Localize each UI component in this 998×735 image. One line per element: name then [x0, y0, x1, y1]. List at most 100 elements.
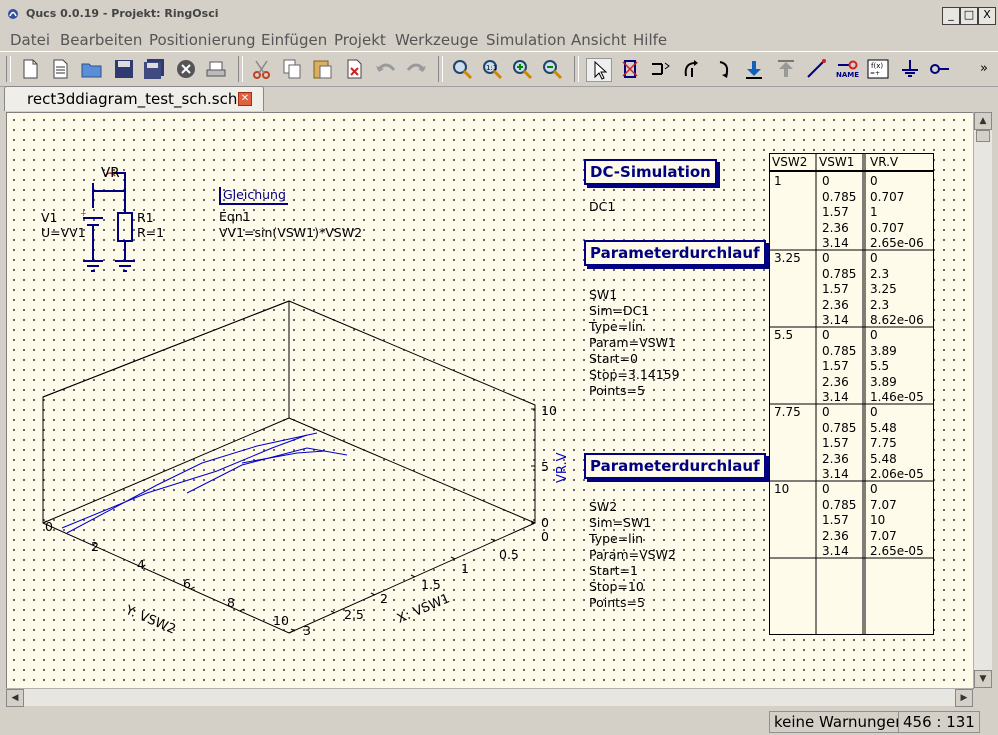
zoom-fit-icon[interactable]: [450, 58, 474, 80]
table-cell-vsw1: 2.36: [822, 220, 849, 235]
rotate-icon[interactable]: [680, 58, 704, 80]
tab-rect3ddiagram[interactable]: rect3ddiagram_test_sch.sch ✕: [4, 86, 264, 111]
sweep-sw2-properties[interactable]: SW2 Sim=SW1 Type=lin Param=VSW2 Start=1 …: [589, 499, 676, 611]
open-folder-icon[interactable]: [80, 58, 104, 80]
vertical-scrollbar[interactable]: ▲ ▼: [973, 112, 992, 688]
select-icon[interactable]: [586, 58, 612, 82]
menu-datei[interactable]: Datei: [10, 31, 51, 49]
table-cell-vsw1: 1.57: [822, 205, 849, 219]
minimize-button[interactable]: _: [942, 7, 960, 25]
scroll-left-icon[interactable]: ◀: [6, 689, 24, 707]
table-cell-vr: 2.65e-05: [870, 544, 924, 558]
equation-header[interactable]: Gleichung: [219, 187, 288, 205]
cut-icon[interactable]: [250, 58, 274, 80]
curve-vsw2-10: [61, 434, 308, 529]
scroll-up-icon[interactable]: ▲: [974, 112, 992, 130]
tab-bar: rect3ddiagram_test_sch.sch ✕: [0, 86, 998, 112]
y-tick-mark: [190, 586, 195, 590]
table-cell-vr: 3.25: [870, 282, 897, 296]
maximize-button[interactable]: □: [960, 7, 978, 25]
r1-name[interactable]: R1: [137, 210, 154, 225]
mirror-icon[interactable]: [648, 58, 672, 80]
scroll-right-icon[interactable]: ▶: [955, 689, 973, 707]
copy-icon[interactable]: [280, 58, 304, 80]
leave-subcircuit-icon[interactable]: [774, 58, 798, 80]
equation-name[interactable]: Eqn1: [219, 209, 251, 224]
close-tab-icon[interactable]: ✕: [238, 92, 252, 106]
x-tick-mark: [450, 556, 456, 560]
schematic-canvas[interactable]: + VR V1 U=VV1 R1 R=1 Gleichung Eqn1 VV1=…: [6, 112, 974, 689]
menu-bar: Datei Bearbeiten Positionierung Einfügen…: [0, 28, 998, 50]
dc-simulation-name[interactable]: DC1: [589, 199, 616, 214]
delete-icon[interactable]: [342, 58, 366, 80]
new-file-icon[interactable]: [18, 58, 42, 80]
menu-werkzeuge[interactable]: Werkzeuge: [395, 31, 479, 49]
table-header: VSW1: [819, 155, 855, 169]
x-tick-mark: [410, 574, 416, 578]
table-cell-vr: 5.48: [870, 420, 897, 435]
redo-icon[interactable]: [404, 58, 428, 80]
sweep-sw1-properties[interactable]: SW1 Sim=DC1 Type=lin Param=VSW1 Start=0 …: [589, 287, 680, 399]
table-cell-vsw1: 2.36: [822, 374, 849, 389]
zoom-out-icon[interactable]: [540, 58, 564, 80]
enter-subcircuit-icon[interactable]: [742, 58, 766, 80]
menu-simulation[interactable]: Simulation: [486, 31, 566, 49]
wire-icon[interactable]: [804, 58, 828, 80]
deactivate-icon[interactable]: [618, 58, 642, 80]
x-tick-label: 1: [461, 561, 469, 576]
y-tick-mark: [42, 520, 48, 524]
close-file-icon[interactable]: [174, 58, 198, 80]
undo-icon[interactable]: [374, 58, 398, 80]
y-tick-mark: [91, 542, 97, 546]
table-cell-vsw1: 1.57: [822, 282, 849, 296]
menu-hilfe[interactable]: Hilfe: [633, 31, 668, 49]
sweep-sw2-box[interactable]: Parameterdurchlauf: [584, 453, 766, 479]
rect3d-diagram[interactable]: [7, 113, 587, 688]
dc-simulation-box[interactable]: DC-Simulation: [584, 159, 717, 185]
v1-value[interactable]: U=VV1: [41, 225, 86, 240]
sw1-line: Param=VSW1: [589, 335, 676, 350]
vertical-scroll-thumb[interactable]: [976, 130, 990, 142]
probe-label[interactable]: VR: [101, 165, 120, 181]
y-tick-label: 4: [137, 557, 145, 572]
equation-expression[interactable]: VV1=sin(VSW1)*VSW2: [219, 225, 363, 240]
toolbar-overflow-button[interactable]: »: [980, 61, 988, 76]
zoom-1to1-icon[interactable]: 1:1: [480, 58, 504, 80]
close-window-button[interactable]: X: [978, 7, 996, 25]
port-icon[interactable]: [928, 58, 952, 80]
save-icon[interactable]: [112, 58, 136, 80]
svg-text:f(x): f(x): [871, 62, 883, 70]
label-icon[interactable]: NAME: [836, 58, 860, 80]
x-tick-label: 2.5: [344, 607, 364, 622]
print-icon[interactable]: [204, 58, 228, 80]
menu-bearbeiten[interactable]: Bearbeiten: [60, 31, 143, 49]
new-text-icon[interactable]: [48, 58, 72, 80]
table-cell-vr: 0: [870, 482, 878, 496]
menu-positionierung[interactable]: Positionierung: [149, 31, 256, 49]
table-cell-vr: 7.07: [870, 528, 897, 543]
table-cell-vr: 5.5: [870, 359, 890, 373]
x-tick-mark: [290, 628, 296, 632]
zoom-in-icon[interactable]: [510, 58, 534, 80]
r1-value[interactable]: R=1: [137, 225, 165, 240]
table-cell-vsw2: 10: [774, 482, 790, 496]
horizontal-scrollbar[interactable]: ◀ ▶: [6, 688, 973, 707]
menu-projekt[interactable]: Projekt: [334, 31, 386, 49]
ground-icon[interactable]: [898, 58, 922, 80]
table-cell-vr: 10: [870, 513, 886, 527]
rotate-right-icon[interactable]: [712, 58, 736, 80]
curve-vsw2-7: [66, 432, 318, 534]
equation-icon[interactable]: f(x)=+: [866, 58, 890, 80]
scroll-down-icon[interactable]: ▼: [974, 670, 992, 688]
menu-einfuegen[interactable]: Einfügen: [261, 31, 328, 49]
y-tick-mark: [239, 608, 245, 612]
y-tick-label: 10: [273, 613, 289, 628]
v1-name[interactable]: V1: [41, 210, 58, 225]
z-tick-label: 5: [541, 459, 549, 474]
tabular-diagram[interactable]: VSW2 VSW1 VR.V 1 0 0 0.785 0.707 1.57 1 2.36 0.707 3…: [769, 153, 934, 635]
menu-ansicht[interactable]: Ansicht: [571, 31, 627, 49]
paste-icon[interactable]: [310, 58, 334, 80]
table-cell-vr: 2.06e-05: [870, 467, 924, 481]
sweep-sw1-box[interactable]: Parameterdurchlauf: [584, 240, 766, 266]
save-all-icon[interactable]: [142, 58, 166, 80]
